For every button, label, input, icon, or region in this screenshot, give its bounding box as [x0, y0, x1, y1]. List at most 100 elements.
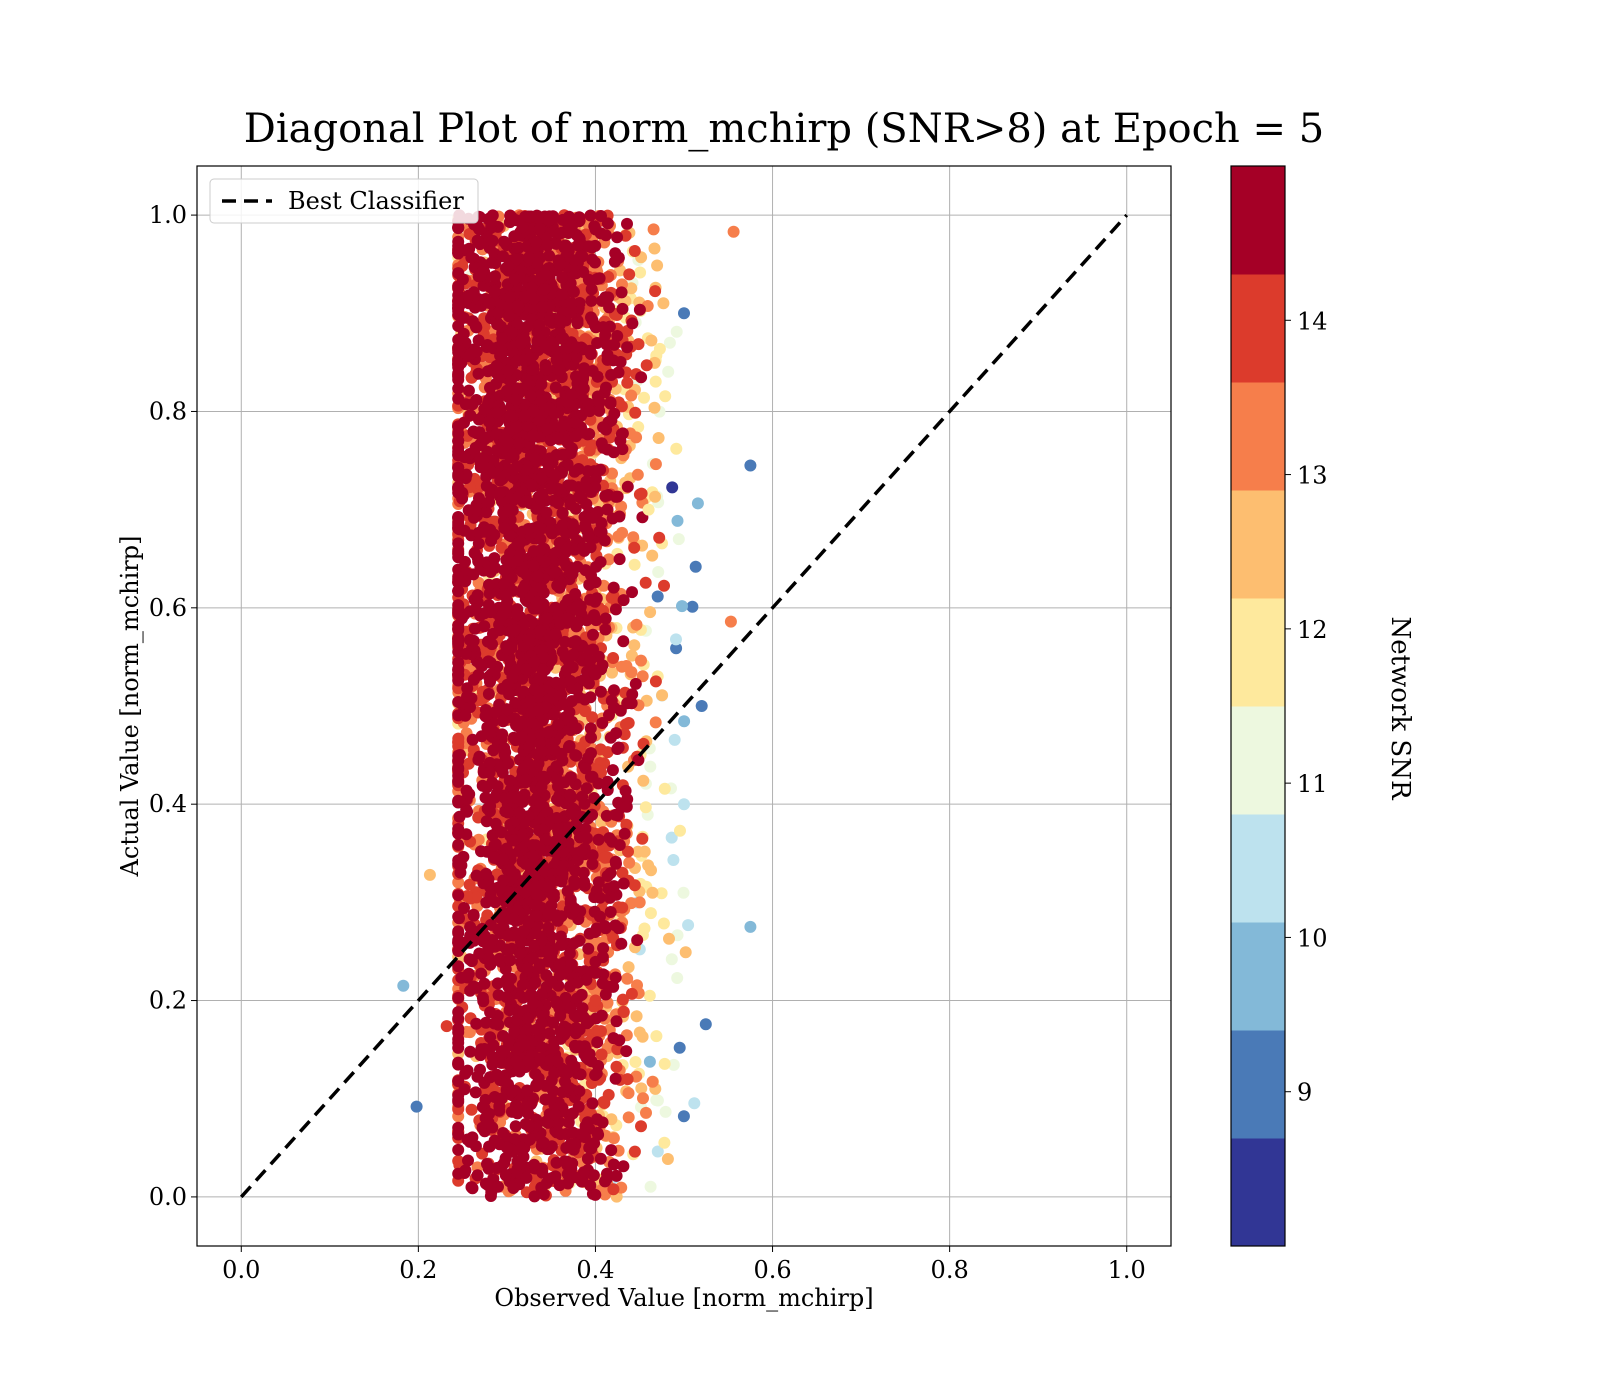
scatter-point: [667, 1058, 680, 1071]
scatter-point: [573, 490, 586, 503]
scatter-point: [545, 1172, 558, 1185]
scatter-point: [464, 701, 476, 714]
scatter-point: [589, 1188, 602, 1201]
scatter-point: [659, 1105, 672, 1118]
scatter-point: [480, 1016, 492, 1029]
scatter-point: [635, 654, 647, 667]
scatter-point: [481, 909, 494, 922]
scatter-point: [602, 291, 615, 304]
scatter-point: [486, 829, 499, 842]
scatter-point: [623, 856, 636, 869]
scatter-point: [652, 566, 665, 578]
scatter-point: [566, 1107, 579, 1120]
scatter-point: [601, 775, 614, 788]
scatter-point: [494, 298, 507, 311]
scatter-point: [473, 223, 486, 236]
scatter-point: [484, 675, 496, 688]
scatter-point: [549, 381, 562, 394]
scatter-point: [670, 633, 682, 646]
scatter-point: [655, 887, 668, 900]
scatter-point: [615, 286, 628, 299]
scatter-point: [579, 822, 592, 835]
scatter-point: [492, 923, 505, 936]
scatter-point: [578, 673, 591, 686]
scatter-point: [565, 479, 578, 492]
scatter-point: [625, 697, 638, 710]
scatter-point: [662, 365, 675, 378]
scatter-point: [534, 1052, 547, 1065]
scatter-point: [495, 826, 508, 839]
scatter-point: [461, 805, 474, 818]
scatter-point: [459, 398, 472, 411]
scatter-point: [568, 937, 581, 950]
scatter-point: [486, 234, 499, 247]
scatter-point: [610, 857, 622, 870]
scatter-point: [650, 1094, 663, 1107]
scatter-point: [452, 1056, 465, 1069]
scatter-point: [661, 1153, 674, 1165]
scatter-point: [618, 827, 631, 840]
scatter-point: [521, 1084, 534, 1097]
scatter-point: [671, 514, 684, 527]
scatter-point: [619, 784, 632, 797]
scatter-point: [628, 558, 641, 571]
scatter-point: [584, 722, 597, 735]
scatter-point: [611, 490, 624, 503]
scatter-point: [525, 1098, 537, 1111]
scatter-point: [520, 495, 533, 508]
scatter-point: [649, 375, 662, 388]
scatter-point: [597, 942, 610, 955]
scatter-point: [467, 634, 480, 647]
scatter-point: [589, 481, 602, 494]
scatter-point: [611, 1043, 624, 1056]
scatter-point: [485, 894, 498, 907]
scatter-point: [452, 622, 465, 635]
scatter-point: [699, 1018, 712, 1031]
scatter-point: [604, 867, 617, 880]
scatter-point: [639, 801, 652, 814]
scatter-point: [539, 833, 552, 846]
scatter-point: [600, 381, 612, 394]
scatter-point: [633, 488, 646, 501]
scatter-point: [536, 663, 549, 676]
scatter-point: [596, 1116, 609, 1129]
scatter-point: [627, 531, 640, 544]
scatter-point: [579, 522, 592, 534]
scatter-point: [508, 1133, 521, 1146]
scatter-point: [531, 888, 543, 901]
scatter-point: [610, 1015, 623, 1028]
scatter-point: [483, 1140, 495, 1153]
scatter-point: [625, 389, 638, 402]
scatter-point: [617, 1006, 630, 1018]
scatter-point: [452, 960, 465, 973]
scatter-point: [452, 1026, 465, 1039]
scatter-point: [595, 517, 608, 529]
scatter-point: [591, 337, 604, 349]
scatter-point: [607, 1158, 620, 1171]
scatter-point: [560, 543, 573, 556]
scatter-point: [468, 622, 481, 635]
scatter-point: [520, 663, 533, 676]
scatter-point: [452, 927, 465, 940]
scatter-point: [599, 623, 612, 636]
scatter-point: [563, 1081, 576, 1094]
scatter-point: [478, 1043, 491, 1055]
scatter-point: [467, 980, 480, 993]
scatter-point: [547, 1016, 560, 1029]
scatter-point: [462, 384, 475, 397]
scatter-point: [599, 329, 612, 341]
scatter-point: [497, 874, 510, 887]
scatter-point: [473, 492, 485, 505]
scatter-point: [625, 649, 638, 662]
scatter-point: [588, 609, 600, 622]
scatter-point: [631, 468, 644, 481]
scatter-point: [632, 754, 645, 767]
scatter-point: [663, 932, 675, 945]
scatter-point: [510, 421, 523, 433]
scatter-point: [605, 694, 618, 707]
scatter-point: [472, 413, 485, 426]
scatter-point: [621, 1073, 634, 1086]
scatter-point: [637, 774, 650, 787]
scatter-point: [617, 594, 630, 607]
scatter-point: [456, 273, 469, 286]
